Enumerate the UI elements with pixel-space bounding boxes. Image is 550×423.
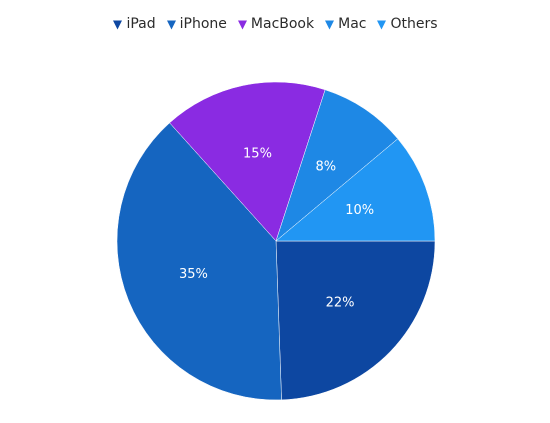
legend-label: Others xyxy=(390,16,438,32)
legend-item-ipad[interactable]: iPad xyxy=(112,16,156,32)
legend-label: iPad xyxy=(126,16,156,32)
data-label-macbook: 15% xyxy=(243,146,272,161)
legend-label: iPhone xyxy=(179,16,227,32)
pie-slice-ipad[interactable] xyxy=(275,240,436,401)
legend-item-mac[interactable]: Mac xyxy=(324,16,366,32)
data-label-iphone: 35% xyxy=(179,267,208,282)
chart-legend: iPad iPhone MacBook Mac Others xyxy=(0,16,550,32)
legend-marker-icon xyxy=(376,19,387,30)
legend-item-macbook[interactable]: MacBook xyxy=(237,16,314,32)
legend-marker-icon xyxy=(324,19,335,30)
legend-item-iphone[interactable]: iPhone xyxy=(166,16,227,32)
legend-marker-icon xyxy=(237,19,248,30)
data-label-mac: 8% xyxy=(315,160,336,175)
legend-marker-icon xyxy=(166,19,177,30)
legend-item-others[interactable]: Others xyxy=(376,16,438,32)
legend-marker-icon xyxy=(112,19,123,30)
data-label-others: 10% xyxy=(345,203,374,218)
legend-label: Mac xyxy=(338,16,367,32)
data-label-ipad: 22% xyxy=(326,295,355,310)
pie-slice-mac[interactable] xyxy=(275,89,399,242)
legend-label: MacBook xyxy=(250,16,315,32)
pie-slice-iphone[interactable] xyxy=(116,122,282,401)
pie-slice-macbook[interactable] xyxy=(169,81,326,242)
pie-slice-others[interactable] xyxy=(275,138,436,242)
